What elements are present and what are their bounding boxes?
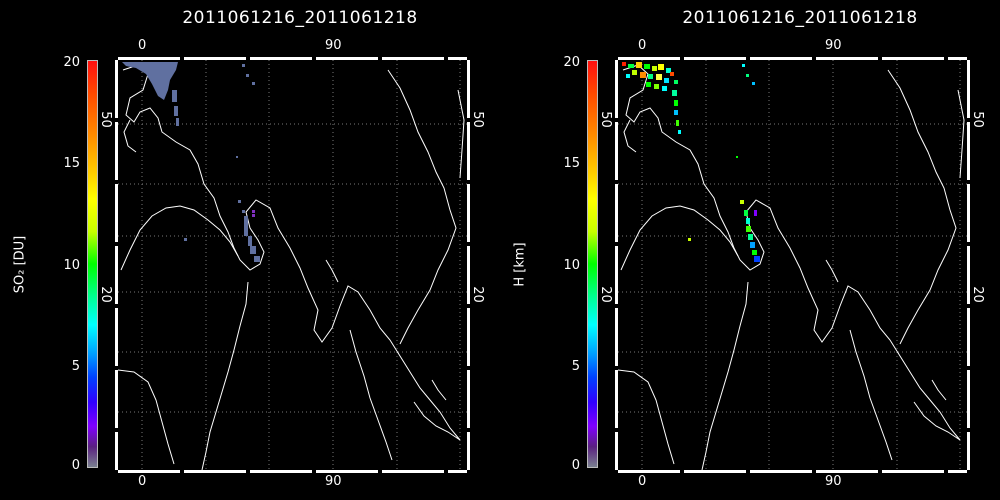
x-bottom-tick: 90 [325,474,342,489]
x-top-tick: 90 [825,38,842,53]
map-area [115,57,470,473]
lat-tick-right: 20 [469,286,485,303]
colorbar-label: SO₂ [DU] [12,235,28,294]
colorbar-tick: 5 [71,359,80,374]
x-top-tick: 90 [325,38,342,53]
so2-colorbar [87,60,98,468]
colorbar-tick: 0 [571,458,580,473]
lat-tick-left: 50 [597,111,613,128]
map-svg [117,60,467,471]
colorbar-tick: 20 [563,55,580,70]
map-title: 2011061216_2011061218 [682,8,918,28]
lat-tick-right: 50 [969,111,985,128]
colorbar-tick: 15 [63,156,80,171]
x-bottom-tick: 0 [638,474,647,489]
so2-map-panel: 2011061216_2011061218 20 15 10 5 0 SO₂ [… [12,8,485,489]
x-bottom-tick: 90 [825,474,842,489]
height-map-panel: 2011061216_2011061218 20 15 10 5 0 H [km… [500,0,1000,500]
lat-tick-left: 20 [597,286,613,303]
colorbar-tick: 10 [563,258,580,273]
colorbar-tick: 15 [563,156,580,171]
lat-tick-left: 20 [97,286,113,303]
height-colorbar [587,60,598,468]
colorbar-label: H [km] [512,242,528,287]
map-area [615,57,970,473]
map-svg [617,60,967,471]
x-bottom-tick: 0 [138,474,147,489]
colorbar-tick: 5 [571,359,580,374]
colorbar-tick: 10 [63,258,80,273]
lat-tick-right: 50 [469,111,485,128]
colorbar-tick: 0 [71,458,80,473]
colorbar-tick: 20 [63,55,80,70]
x-top-tick: 0 [138,38,147,53]
lat-tick-right: 20 [969,286,985,303]
x-top-tick: 0 [638,38,647,53]
map-title: 2011061216_2011061218 [182,8,418,28]
lat-tick-left: 50 [97,111,113,128]
